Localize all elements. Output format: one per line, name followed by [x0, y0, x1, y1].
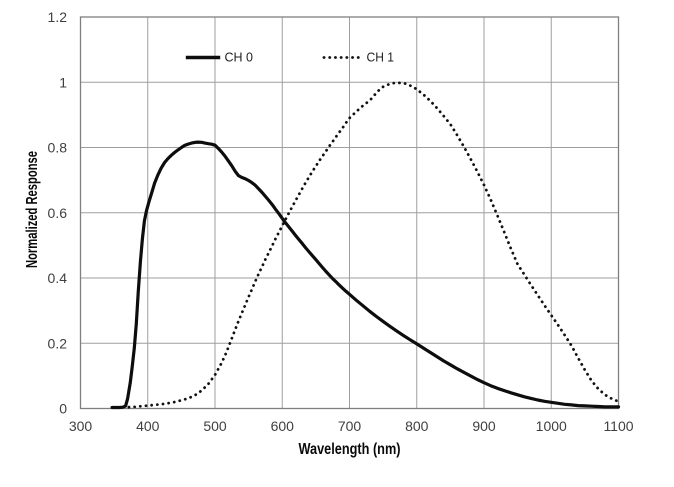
svg-text:1.2: 1.2 — [48, 9, 68, 25]
svg-text:600: 600 — [271, 418, 295, 434]
svg-text:0: 0 — [59, 401, 67, 417]
svg-text:300: 300 — [69, 418, 93, 434]
svg-text:0.8: 0.8 — [48, 140, 68, 156]
svg-text:Normalized Response: Normalized Response — [24, 151, 41, 268]
svg-text:1000: 1000 — [536, 418, 567, 434]
svg-text:0.6: 0.6 — [48, 205, 68, 221]
svg-text:CH 1: CH 1 — [367, 51, 395, 65]
svg-text:Wavelength (nm): Wavelength (nm) — [299, 441, 401, 458]
svg-text:400: 400 — [136, 418, 160, 434]
svg-text:700: 700 — [338, 418, 362, 434]
svg-text:0.4: 0.4 — [48, 270, 68, 286]
svg-text:800: 800 — [405, 418, 429, 434]
svg-text:1: 1 — [59, 74, 67, 90]
svg-text:CH 0: CH 0 — [225, 51, 254, 65]
svg-text:1100: 1100 — [603, 418, 633, 434]
svg-text:900: 900 — [472, 418, 496, 434]
svg-text:500: 500 — [203, 418, 227, 434]
svg-text:0.2: 0.2 — [48, 335, 68, 351]
